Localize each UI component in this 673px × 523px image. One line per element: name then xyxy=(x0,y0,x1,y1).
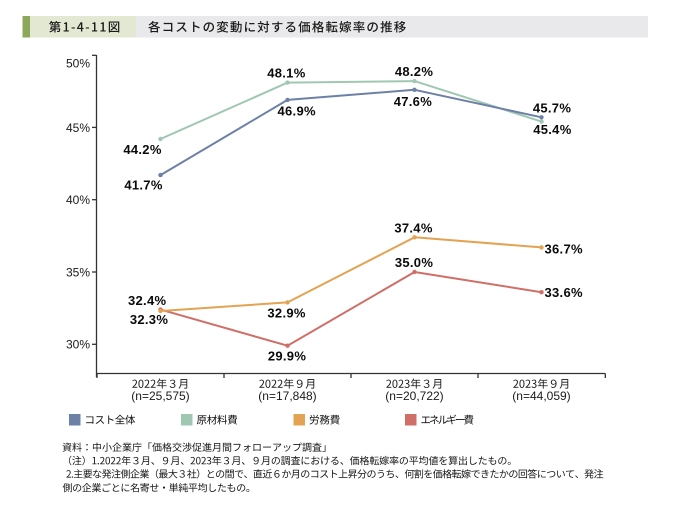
svg-text:48.1%: 48.1% xyxy=(267,66,306,81)
svg-text:(n=20,722): (n=20,722) xyxy=(385,389,443,403)
svg-text:(n=44,059): (n=44,059) xyxy=(512,389,570,403)
svg-text:48.2%: 48.2% xyxy=(395,64,434,79)
svg-text:45%: 45% xyxy=(66,121,90,135)
svg-text:46.9%: 46.9% xyxy=(278,104,317,119)
svg-text:41.7%: 41.7% xyxy=(124,178,163,193)
svg-text:(n=17,848): (n=17,848) xyxy=(258,389,316,403)
svg-text:44.2%: 44.2% xyxy=(123,142,162,157)
svg-text:33.6%: 33.6% xyxy=(545,285,584,300)
svg-text:30%: 30% xyxy=(66,338,90,352)
svg-text:45.7%: 45.7% xyxy=(533,101,572,116)
svg-text:(n=25,575): (n=25,575) xyxy=(131,389,189,403)
svg-text:35%: 35% xyxy=(66,265,90,279)
svg-text:36.7%: 36.7% xyxy=(545,242,584,257)
svg-text:29.9%: 29.9% xyxy=(268,348,307,363)
svg-text:32.4%: 32.4% xyxy=(128,293,167,308)
svg-text:40%: 40% xyxy=(66,193,90,207)
svg-text:50%: 50% xyxy=(66,57,90,71)
svg-text:32.3%: 32.3% xyxy=(130,312,169,327)
svg-text:35.0%: 35.0% xyxy=(395,255,434,270)
svg-text:47.6%: 47.6% xyxy=(394,94,433,109)
svg-text:45.4%: 45.4% xyxy=(533,122,572,137)
svg-text:37.4%: 37.4% xyxy=(394,220,433,235)
svg-text:32.9%: 32.9% xyxy=(267,306,306,321)
